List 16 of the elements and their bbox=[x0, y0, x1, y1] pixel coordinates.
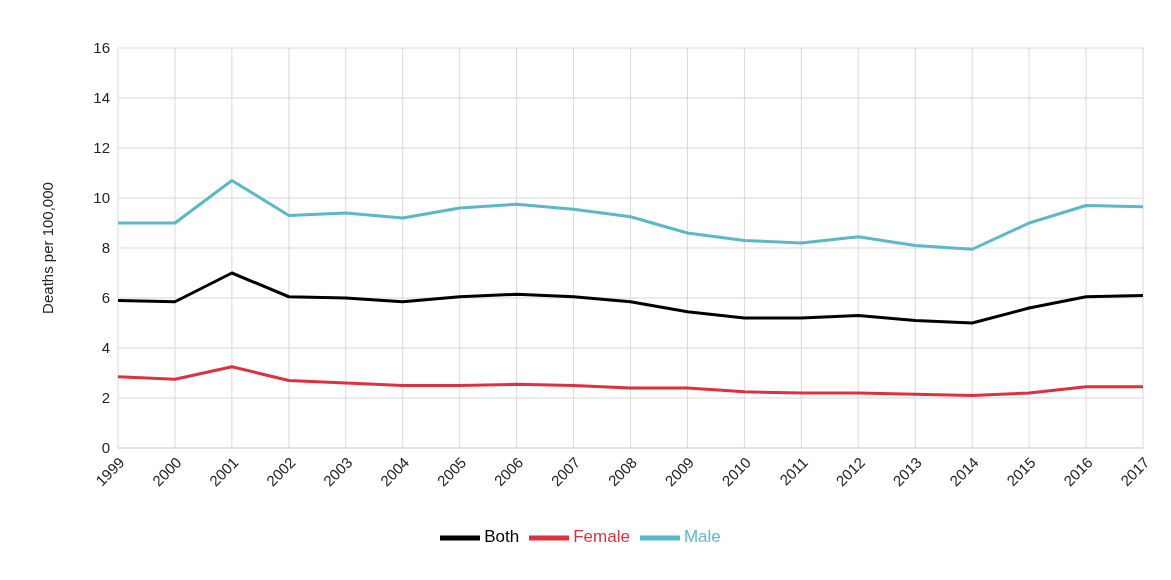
line-series bbox=[118, 271, 1143, 325]
y-tick-label: 10 bbox=[93, 189, 110, 207]
y-tick-label: 8 bbox=[101, 239, 110, 257]
y-axis-title: Deaths per 100,000 bbox=[39, 182, 57, 314]
y-tick-label: 4 bbox=[101, 339, 110, 357]
y-tick-label: 6 bbox=[101, 289, 110, 307]
line-series bbox=[118, 179, 1143, 251]
legend-label: Male bbox=[683, 527, 721, 547]
legend-label: Both bbox=[484, 527, 520, 547]
y-tick-label: 16 bbox=[93, 39, 110, 57]
y-tick-label: 12 bbox=[93, 139, 110, 157]
y-tick-label: 14 bbox=[93, 89, 110, 107]
line-series bbox=[118, 365, 1143, 397]
y-tick-label: 0 bbox=[101, 439, 110, 457]
y-tick-label: 2 bbox=[101, 389, 110, 407]
legend-label: Female bbox=[573, 527, 630, 547]
